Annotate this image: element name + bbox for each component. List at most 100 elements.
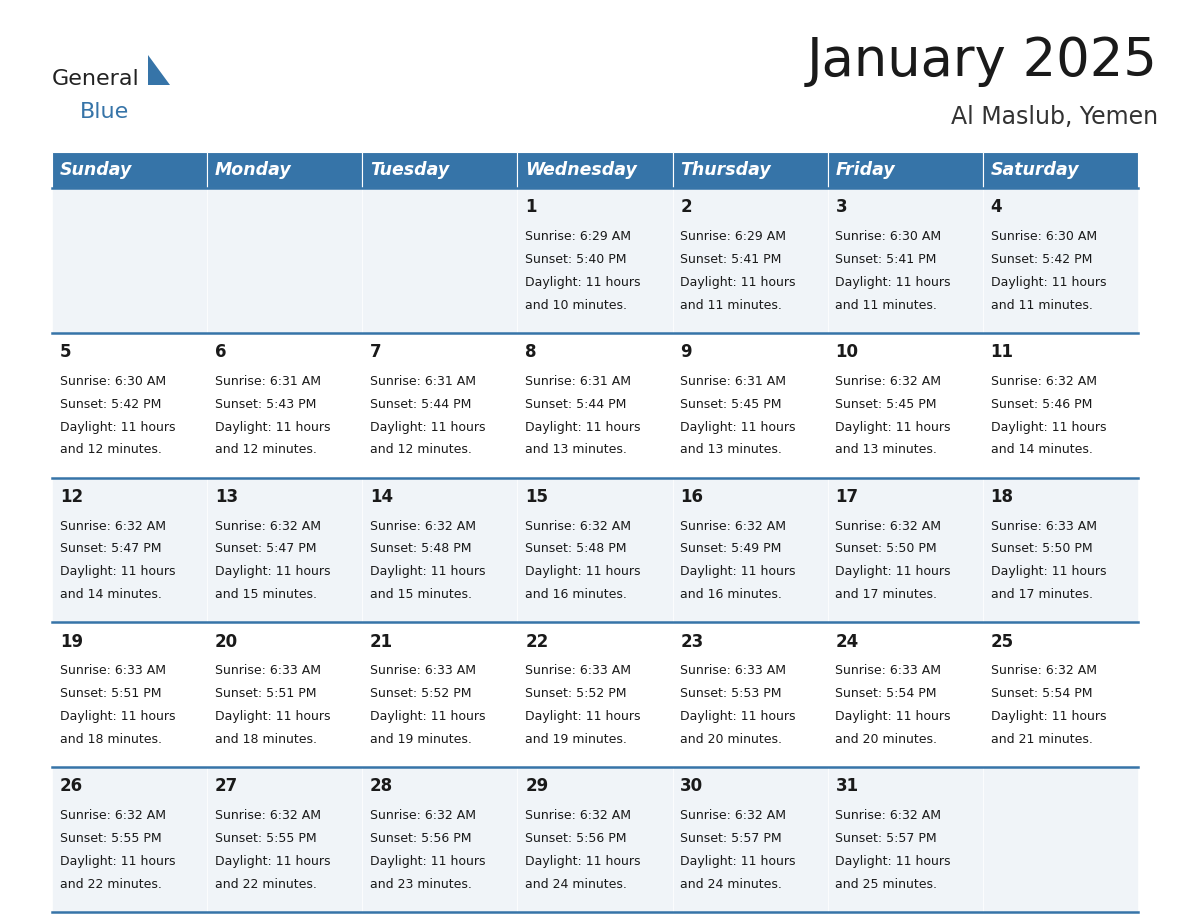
Text: 28: 28 bbox=[369, 778, 393, 795]
Bar bbox=[672, 333, 828, 477]
Text: Daylight: 11 hours: Daylight: 11 hours bbox=[835, 420, 950, 433]
Text: Sunrise: 6:33 AM: Sunrise: 6:33 AM bbox=[681, 665, 786, 677]
Text: 1: 1 bbox=[525, 198, 537, 216]
Text: Daylight: 11 hours: Daylight: 11 hours bbox=[991, 420, 1106, 433]
Text: Sunrise: 6:33 AM: Sunrise: 6:33 AM bbox=[369, 665, 476, 677]
Text: Daylight: 11 hours: Daylight: 11 hours bbox=[835, 711, 950, 723]
Bar bbox=[828, 767, 982, 912]
Text: Daylight: 11 hours: Daylight: 11 hours bbox=[835, 565, 950, 578]
Text: Sunrise: 6:33 AM: Sunrise: 6:33 AM bbox=[215, 665, 321, 677]
Text: Saturday: Saturday bbox=[991, 161, 1079, 179]
Text: January 2025: January 2025 bbox=[807, 35, 1158, 87]
Bar bbox=[207, 188, 362, 333]
Bar bbox=[52, 622, 207, 767]
Text: 10: 10 bbox=[835, 343, 859, 361]
Text: Sunrise: 6:31 AM: Sunrise: 6:31 AM bbox=[525, 375, 631, 387]
Text: Sunset: 5:50 PM: Sunset: 5:50 PM bbox=[835, 543, 937, 555]
Text: Daylight: 11 hours: Daylight: 11 hours bbox=[525, 275, 640, 289]
Text: Sunset: 5:42 PM: Sunset: 5:42 PM bbox=[991, 252, 1092, 266]
Bar bbox=[518, 767, 672, 912]
Text: Sunrise: 6:32 AM: Sunrise: 6:32 AM bbox=[835, 375, 941, 387]
Text: Sunrise: 6:32 AM: Sunrise: 6:32 AM bbox=[59, 809, 166, 823]
Text: and 15 minutes.: and 15 minutes. bbox=[215, 588, 317, 601]
Text: 6: 6 bbox=[215, 343, 227, 361]
Bar bbox=[518, 477, 672, 622]
Text: Daylight: 11 hours: Daylight: 11 hours bbox=[369, 855, 486, 868]
Text: Daylight: 11 hours: Daylight: 11 hours bbox=[835, 855, 950, 868]
Bar bbox=[207, 333, 362, 477]
Text: and 20 minutes.: and 20 minutes. bbox=[681, 733, 783, 746]
Text: Sunset: 5:55 PM: Sunset: 5:55 PM bbox=[215, 832, 316, 845]
Text: Daylight: 11 hours: Daylight: 11 hours bbox=[525, 711, 640, 723]
Bar bbox=[828, 477, 982, 622]
Bar bbox=[207, 477, 362, 622]
Text: General: General bbox=[52, 69, 140, 89]
Text: Sunrise: 6:32 AM: Sunrise: 6:32 AM bbox=[991, 665, 1097, 677]
Text: and 21 minutes.: and 21 minutes. bbox=[991, 733, 1093, 746]
Bar bbox=[362, 622, 518, 767]
Bar bbox=[362, 767, 518, 912]
Text: and 10 minutes.: and 10 minutes. bbox=[525, 298, 627, 311]
Text: 22: 22 bbox=[525, 633, 549, 651]
Text: Daylight: 11 hours: Daylight: 11 hours bbox=[991, 711, 1106, 723]
Text: 16: 16 bbox=[681, 487, 703, 506]
Bar bbox=[982, 188, 1138, 333]
Text: Daylight: 11 hours: Daylight: 11 hours bbox=[681, 275, 796, 289]
Text: and 22 minutes.: and 22 minutes. bbox=[215, 878, 317, 890]
Text: and 11 minutes.: and 11 minutes. bbox=[991, 298, 1093, 311]
Text: 20: 20 bbox=[215, 633, 238, 651]
Text: Daylight: 11 hours: Daylight: 11 hours bbox=[59, 420, 176, 433]
Bar bbox=[982, 333, 1138, 477]
Text: Sunset: 5:52 PM: Sunset: 5:52 PM bbox=[525, 688, 627, 700]
Text: and 24 minutes.: and 24 minutes. bbox=[681, 878, 782, 890]
Text: and 19 minutes.: and 19 minutes. bbox=[369, 733, 472, 746]
Text: Sunrise: 6:32 AM: Sunrise: 6:32 AM bbox=[835, 809, 941, 823]
Text: Sunset: 5:52 PM: Sunset: 5:52 PM bbox=[369, 688, 472, 700]
Text: and 11 minutes.: and 11 minutes. bbox=[681, 298, 782, 311]
Text: and 16 minutes.: and 16 minutes. bbox=[525, 588, 627, 601]
Text: 7: 7 bbox=[369, 343, 381, 361]
Text: and 14 minutes.: and 14 minutes. bbox=[59, 588, 162, 601]
Text: 8: 8 bbox=[525, 343, 537, 361]
Text: and 24 minutes.: and 24 minutes. bbox=[525, 878, 627, 890]
Bar bbox=[982, 622, 1138, 767]
Text: Sunset: 5:47 PM: Sunset: 5:47 PM bbox=[215, 543, 316, 555]
Text: Daylight: 11 hours: Daylight: 11 hours bbox=[525, 565, 640, 578]
Text: Sunrise: 6:33 AM: Sunrise: 6:33 AM bbox=[59, 665, 166, 677]
Text: Daylight: 11 hours: Daylight: 11 hours bbox=[525, 855, 640, 868]
Text: and 13 minutes.: and 13 minutes. bbox=[681, 443, 782, 456]
Text: and 22 minutes.: and 22 minutes. bbox=[59, 878, 162, 890]
Text: Sunset: 5:48 PM: Sunset: 5:48 PM bbox=[369, 543, 472, 555]
Text: Sunset: 5:55 PM: Sunset: 5:55 PM bbox=[59, 832, 162, 845]
Text: Sunrise: 6:31 AM: Sunrise: 6:31 AM bbox=[681, 375, 786, 387]
Text: Sunrise: 6:31 AM: Sunrise: 6:31 AM bbox=[369, 375, 476, 387]
Text: Daylight: 11 hours: Daylight: 11 hours bbox=[369, 565, 486, 578]
Text: Sunrise: 6:31 AM: Sunrise: 6:31 AM bbox=[215, 375, 321, 387]
Text: Sunset: 5:51 PM: Sunset: 5:51 PM bbox=[59, 688, 162, 700]
Text: Daylight: 11 hours: Daylight: 11 hours bbox=[681, 711, 796, 723]
Text: 5: 5 bbox=[59, 343, 71, 361]
Text: 13: 13 bbox=[215, 487, 238, 506]
Text: Tuesday: Tuesday bbox=[369, 161, 449, 179]
Text: Sunset: 5:57 PM: Sunset: 5:57 PM bbox=[681, 832, 782, 845]
Text: Sunrise: 6:32 AM: Sunrise: 6:32 AM bbox=[215, 520, 321, 532]
Text: Daylight: 11 hours: Daylight: 11 hours bbox=[991, 275, 1106, 289]
Text: Sunset: 5:57 PM: Sunset: 5:57 PM bbox=[835, 832, 937, 845]
Text: Sunrise: 6:32 AM: Sunrise: 6:32 AM bbox=[681, 520, 786, 532]
Text: Daylight: 11 hours: Daylight: 11 hours bbox=[681, 420, 796, 433]
Text: Daylight: 11 hours: Daylight: 11 hours bbox=[835, 275, 950, 289]
Bar bbox=[828, 622, 982, 767]
Bar bbox=[52, 477, 207, 622]
Bar bbox=[518, 622, 672, 767]
Text: Daylight: 11 hours: Daylight: 11 hours bbox=[59, 855, 176, 868]
Text: Sunset: 5:51 PM: Sunset: 5:51 PM bbox=[215, 688, 316, 700]
Polygon shape bbox=[148, 55, 170, 85]
Bar bbox=[52, 188, 207, 333]
Text: Sunrise: 6:33 AM: Sunrise: 6:33 AM bbox=[525, 665, 631, 677]
Text: Daylight: 11 hours: Daylight: 11 hours bbox=[59, 565, 176, 578]
Text: 14: 14 bbox=[369, 487, 393, 506]
Text: Sunrise: 6:32 AM: Sunrise: 6:32 AM bbox=[215, 809, 321, 823]
Text: Daylight: 11 hours: Daylight: 11 hours bbox=[681, 855, 796, 868]
Text: and 12 minutes.: and 12 minutes. bbox=[59, 443, 162, 456]
Text: Sunset: 5:53 PM: Sunset: 5:53 PM bbox=[681, 688, 782, 700]
